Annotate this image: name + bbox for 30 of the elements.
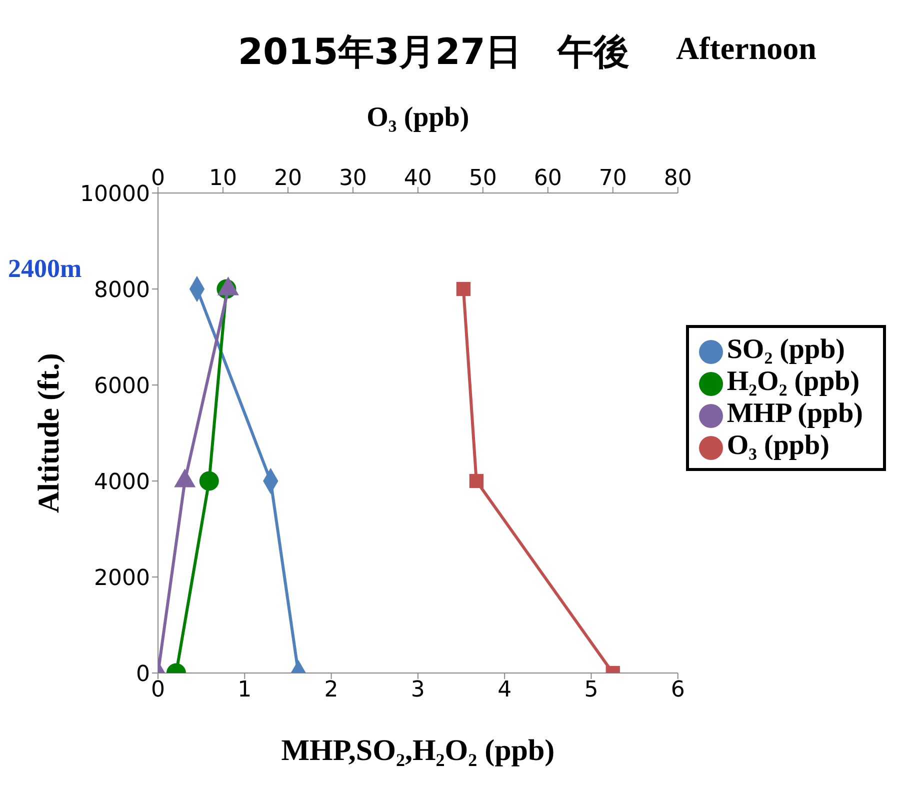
x-tick-label: 3	[410, 678, 425, 703]
y-tick-label: 6000	[94, 374, 150, 399]
text: Afternoon	[676, 30, 816, 67]
x2-tick-label: 30	[338, 166, 367, 191]
y-tick-label: 4000	[94, 470, 150, 495]
y-axis-title: Altitude (ft.)	[32, 353, 66, 513]
x2-tick-label: 80	[664, 166, 692, 191]
x-axis-title: MHP,SO₂,H₂O₂ (ppb)	[281, 734, 555, 767]
x2-tick-label: 70	[598, 166, 627, 191]
y-tick-label: 2000	[94, 566, 150, 591]
legend-label: SO₂ (ppb)	[726, 334, 845, 365]
x-tick-label: 5	[584, 678, 598, 703]
legend-label: MHP (ppb)	[726, 398, 863, 429]
x2-axis-title: O₃ (ppb)	[366, 102, 470, 133]
x-tick-label: 6	[670, 678, 685, 703]
x2-tick-label: 10	[208, 166, 237, 191]
legend-label: H₂O₂ (ppb)	[726, 366, 860, 397]
x2-tick-label: 60	[534, 166, 562, 191]
y-tick-label: 10000	[80, 182, 150, 207]
x2-tick-label: 40	[404, 166, 432, 191]
x2-tick-label: 20	[274, 166, 302, 191]
legend-label: O₃ (ppb)	[726, 430, 830, 461]
chart-title: 2015年3月27日 午後	[238, 31, 630, 75]
x-tick-label: 4	[498, 678, 512, 703]
x-tick-label: 2	[324, 678, 338, 703]
text: 2400m	[8, 254, 82, 284]
y-tick-label: 8000	[94, 278, 150, 303]
x-tick-label: 1	[238, 678, 252, 703]
y-tick-label: 0	[136, 662, 150, 687]
x2-tick-label: 50	[468, 166, 497, 191]
